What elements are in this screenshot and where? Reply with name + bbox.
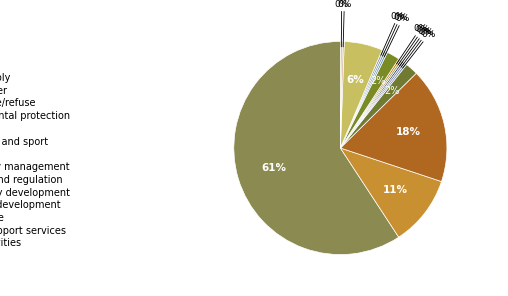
Wedge shape bbox=[340, 52, 388, 148]
Text: 0%: 0% bbox=[381, 12, 405, 55]
Text: 0%: 0% bbox=[383, 13, 407, 56]
Wedge shape bbox=[340, 41, 344, 148]
Text: 11%: 11% bbox=[383, 185, 408, 195]
Wedge shape bbox=[340, 52, 399, 148]
Wedge shape bbox=[340, 50, 384, 148]
Text: 0%: 0% bbox=[402, 30, 436, 68]
Text: 61%: 61% bbox=[262, 163, 287, 173]
Wedge shape bbox=[340, 51, 386, 148]
Text: 0%: 0% bbox=[401, 28, 434, 67]
Wedge shape bbox=[340, 41, 342, 148]
Wedge shape bbox=[340, 63, 406, 148]
Wedge shape bbox=[340, 59, 400, 148]
Wedge shape bbox=[340, 60, 402, 148]
Text: 0%: 0% bbox=[384, 14, 410, 57]
Legend: Roading, Transport, Water supply, Waste water, Solid waste/refuse, Environmental: Roading, Transport, Water supply, Waste … bbox=[0, 48, 70, 248]
Wedge shape bbox=[340, 61, 403, 148]
Text: 0%: 0% bbox=[397, 24, 427, 64]
Wedge shape bbox=[340, 62, 405, 148]
Text: 2%: 2% bbox=[371, 76, 386, 86]
Text: 18%: 18% bbox=[395, 127, 420, 137]
Text: 6%: 6% bbox=[346, 75, 364, 86]
Wedge shape bbox=[340, 73, 447, 181]
Wedge shape bbox=[234, 41, 399, 255]
Text: 0%: 0% bbox=[400, 27, 432, 66]
Wedge shape bbox=[340, 41, 382, 148]
Wedge shape bbox=[340, 65, 416, 148]
Wedge shape bbox=[340, 148, 441, 237]
Text: 0%: 0% bbox=[334, 0, 349, 47]
Text: 2%: 2% bbox=[384, 86, 399, 96]
Text: 0%: 0% bbox=[337, 0, 352, 47]
Text: 0%: 0% bbox=[398, 25, 430, 65]
